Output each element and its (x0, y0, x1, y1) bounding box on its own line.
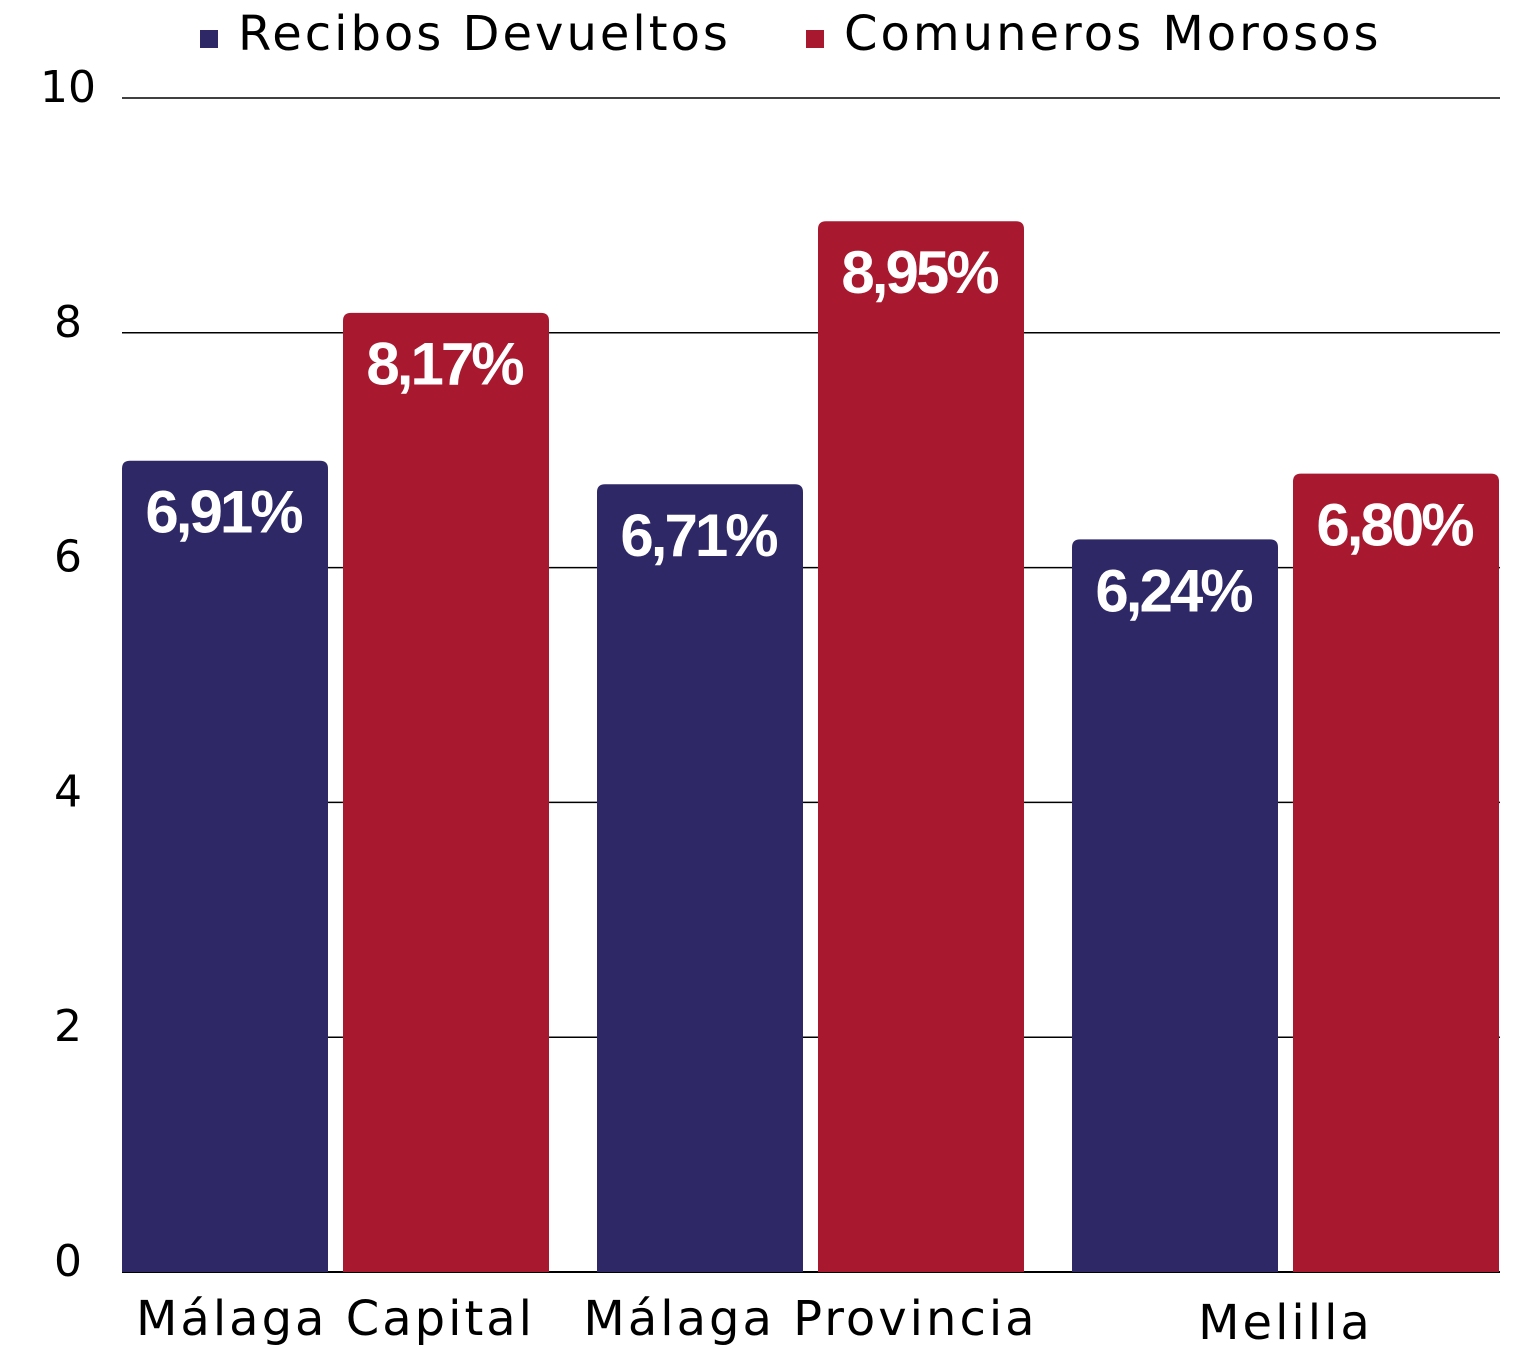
legend-swatch (806, 30, 824, 48)
y-tick-label: 6 (54, 532, 82, 583)
x-tick-label: Melilla (1198, 1295, 1373, 1350)
x-tick-label: Málaga Capital (136, 1291, 535, 1347)
bar (1072, 539, 1278, 1272)
y-tick-label: 2 (54, 1001, 82, 1052)
legend-swatch (200, 30, 218, 48)
bar (343, 312, 549, 1272)
y-tick-label: 0 (54, 1236, 82, 1287)
legend-label: Recibos Devueltos (238, 6, 731, 62)
y-tick-label: 10 (40, 62, 96, 113)
y-tick-label: 4 (54, 766, 82, 817)
value-label: 6,71% (620, 502, 777, 569)
bar (122, 460, 328, 1272)
value-label: 6,91% (145, 479, 302, 546)
bar (818, 221, 1024, 1272)
value-label: 8,17% (366, 331, 523, 398)
value-label: 8,95% (841, 239, 998, 306)
value-label: 6,80% (1316, 492, 1473, 559)
bar (1293, 473, 1499, 1272)
bar (597, 484, 803, 1273)
legend-label: Comuneros Morosos (844, 6, 1382, 62)
x-tick-label: Málaga Provincia (583, 1291, 1037, 1347)
y-tick-label: 8 (54, 297, 82, 348)
value-label: 6,24% (1095, 557, 1252, 624)
